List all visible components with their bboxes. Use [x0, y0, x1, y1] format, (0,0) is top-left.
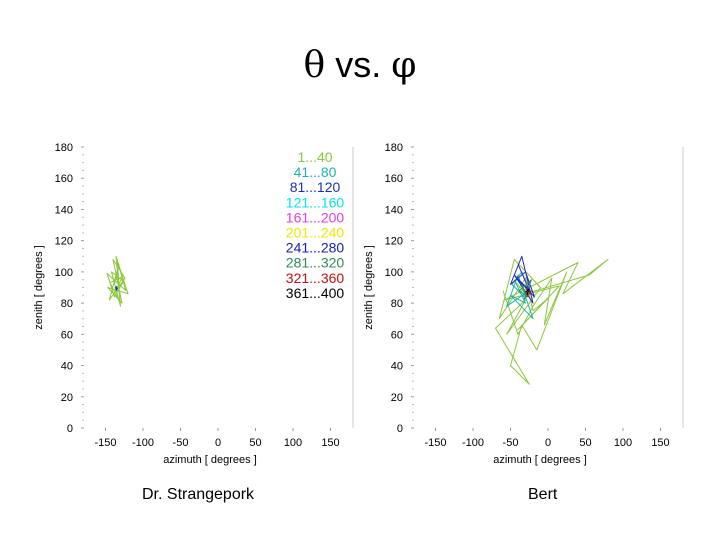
left-chart-ytick-label: 20	[61, 392, 73, 404]
left-chart-xtick-label: 0	[215, 437, 221, 449]
left-chart-ytick-label: 0	[67, 423, 73, 435]
left-chart-xtick-label: 100	[284, 437, 302, 449]
right-chart-ytick-label: 80	[391, 298, 403, 310]
left-chart-ytick-label: 180	[55, 142, 73, 154]
right-chart-ytick-label: 160	[385, 173, 403, 185]
left-chart-series-1-line	[114, 285, 118, 291]
right-chart-ytick-label: 20	[391, 392, 403, 404]
chart-left: 0 20 40 60 80 100 120 140 160 180 -150 -100 -50 0 50 10…	[33, 142, 354, 466]
right-chart-xtick-label: -50	[503, 437, 519, 449]
left-chart-ytick-label: 160	[55, 173, 73, 185]
right-chart-series-3-line	[519, 279, 532, 301]
left-chart-legend-entry: 161...200	[286, 209, 345, 225]
phi-symbol: φ	[391, 45, 417, 86]
left-chart-xtick-label: 50	[249, 437, 261, 449]
left-chart-xtick-label: -100	[132, 437, 154, 449]
left-chart-legend-entry: 361...400	[286, 285, 345, 301]
left-chart-ytick-label: 120	[55, 236, 73, 248]
right-chart-xtick-label: 0	[545, 437, 551, 449]
left-chart-legend-entry: 41...80	[294, 164, 337, 180]
right-chart-xtick-label: -150	[424, 437, 446, 449]
left-chart-ytick-label: 60	[61, 329, 73, 341]
right-chart-ytick-label: 0	[397, 423, 403, 435]
page-title: θ vs. φ	[0, 44, 720, 86]
right-chart-ytick-label: 140	[385, 204, 403, 216]
left-chart-legend-entry: 321...360	[286, 270, 345, 286]
right-chart-ytick-label: 100	[385, 267, 403, 279]
left-chart-xlabel: azimuth [ degrees ]	[163, 454, 257, 466]
left-chart-ytick-label: 140	[55, 204, 73, 216]
caption-right: Bert	[528, 486, 558, 503]
caption-left: Dr. Strangepork	[142, 486, 255, 503]
left-chart-ytick-label: 40	[61, 361, 73, 373]
right-chart-xtick-label: 100	[614, 437, 632, 449]
title-vs: vs.	[325, 44, 392, 85]
left-chart-legend-entry: 81...120	[290, 179, 341, 195]
right-chart-xtick-label: -100	[462, 437, 484, 449]
left-chart-legend-entry: 201...240	[286, 225, 345, 241]
right-chart-series-5-line	[525, 288, 529, 296]
left-chart-legend-entry: 241...280	[286, 240, 345, 256]
right-chart-series-0-line	[495, 258, 609, 385]
left-chart-legend-entry: 281...320	[286, 255, 345, 271]
left-chart-xtick-label: -50	[173, 437, 189, 449]
theta-symbol: θ	[303, 45, 326, 86]
left-chart-xtick-label: -150	[94, 437, 116, 449]
chart-right: 0 20 40 60 80 100 120 140 160 180 -150 -100 -50 0 50 10…	[363, 142, 684, 466]
left-chart-legend-entry: 1...40	[297, 149, 332, 165]
right-chart-ytick-label: 40	[391, 361, 403, 373]
left-chart-xtick-label: 150	[321, 437, 339, 449]
right-chart-ylabel: zenith [ degrees ]	[363, 245, 375, 329]
right-chart-ytick-label: 120	[385, 236, 403, 248]
left-chart-legend-entry: 121...160	[286, 194, 345, 210]
right-chart-xtick-label: 150	[651, 437, 669, 449]
left-chart-ylabel: zenith [ degrees ]	[33, 245, 45, 329]
left-chart-ytick-label: 100	[55, 267, 73, 279]
right-chart-xtick-label: 50	[579, 437, 591, 449]
right-chart-ytick-label: 60	[391, 329, 403, 341]
left-chart-ytick-label: 80	[61, 298, 73, 310]
right-chart-ytick-label: 180	[385, 142, 403, 154]
left-chart-series-0-line	[106, 255, 129, 307]
right-chart-xlabel: azimuth [ degrees ]	[493, 454, 587, 466]
